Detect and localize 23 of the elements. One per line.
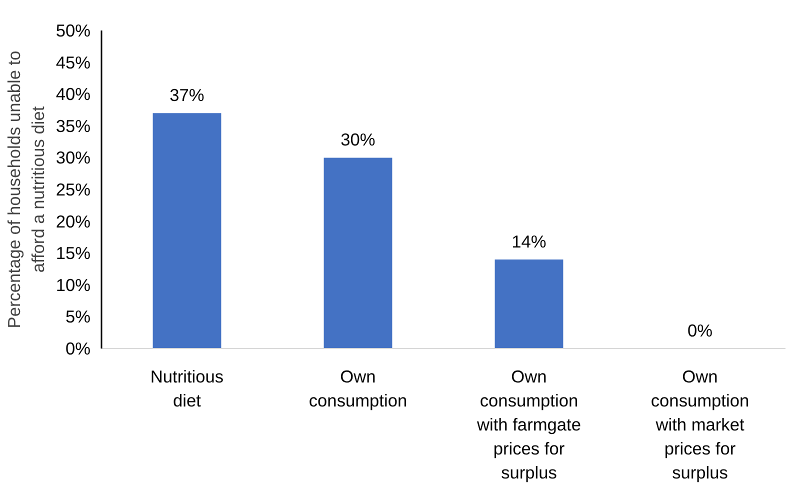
y-tick-label: 10% (56, 274, 91, 295)
data-label: 0% (687, 320, 713, 340)
x-tick-label: Own consumption with market prices for surplus (650, 366, 750, 482)
y-tick-label: 20% (56, 211, 91, 232)
y-tick-label: 50% (56, 20, 91, 40)
x-tick-label: Own consumption with farmgate prices for surplus (476, 366, 582, 482)
bar (152, 113, 222, 348)
y-tick-label: 15% (56, 243, 91, 264)
y-tick-label: 40% (56, 84, 91, 104)
data-label: 14% (512, 231, 546, 252)
y-axis-title: Percentage of households unable to afford a nutritious diet (4, 50, 48, 328)
data-label: 30% (340, 130, 376, 150)
x-tick-label: Own consumption (308, 366, 408, 410)
data-label: 37% (170, 85, 204, 106)
y-tick-label: 30% (56, 148, 91, 168)
y-tick-label: 35% (56, 116, 91, 136)
y-tick-label: 0% (65, 338, 90, 358)
y-tick-label: 25% (56, 180, 91, 200)
bar (324, 158, 392, 348)
y-tick-label: 5% (65, 306, 90, 327)
bar (494, 259, 564, 348)
x-tick-label: Nutritious diet (150, 366, 224, 410)
y-tick-label: 45% (56, 52, 91, 72)
